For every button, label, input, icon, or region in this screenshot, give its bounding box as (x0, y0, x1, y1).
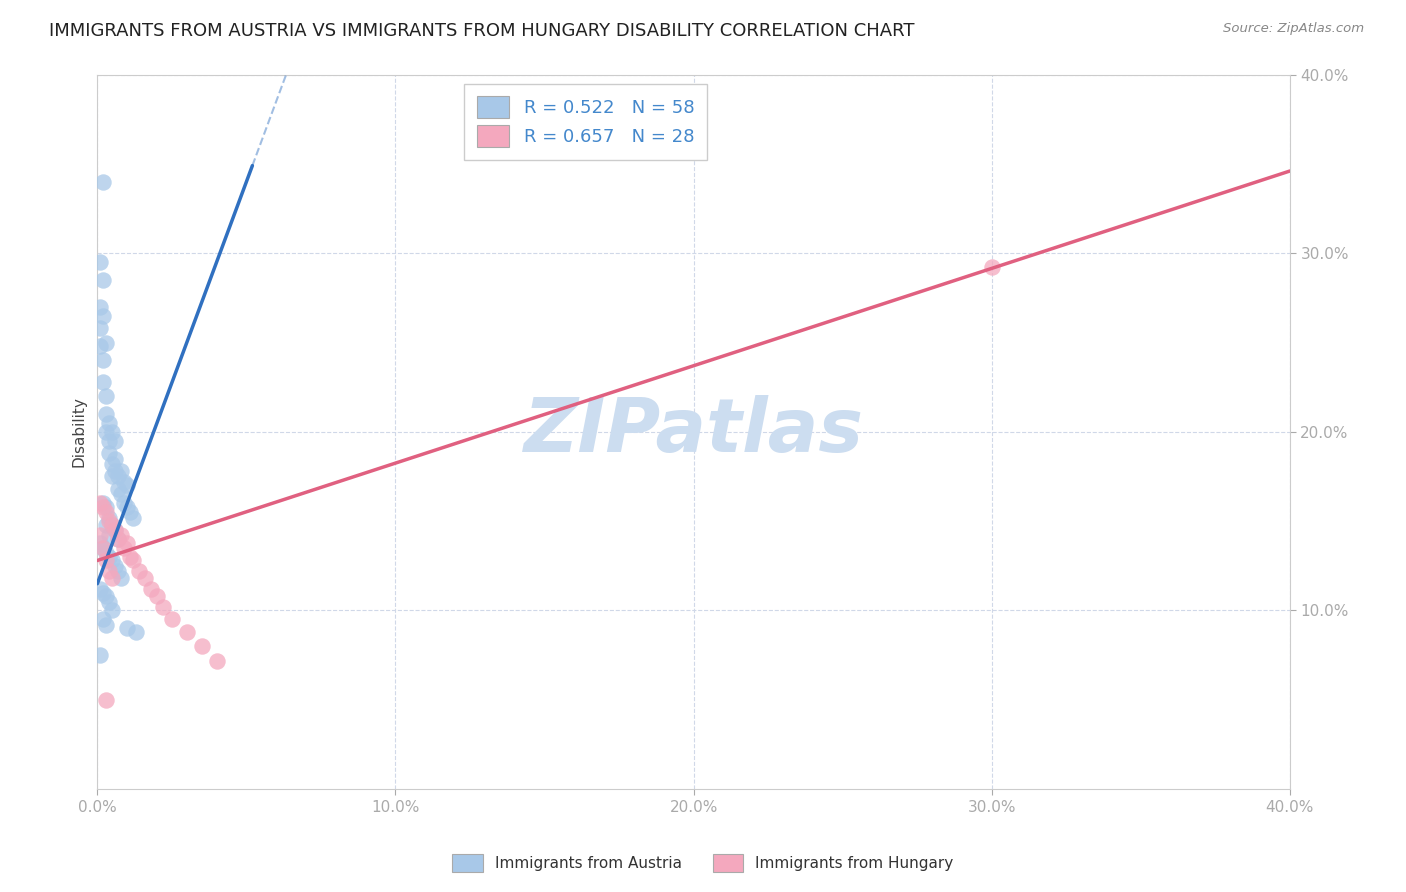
Text: IMMIGRANTS FROM AUSTRIA VS IMMIGRANTS FROM HUNGARY DISABILITY CORRELATION CHART: IMMIGRANTS FROM AUSTRIA VS IMMIGRANTS FR… (49, 22, 915, 40)
Point (101, 603, 124, 617)
Point (104, 464, 127, 478)
Point (104, 558, 127, 573)
Point (101, 571, 124, 585)
Point (98, 549, 121, 564)
Point (96, 335, 118, 350)
Point (101, 425, 124, 439)
Point (205, 653, 228, 667)
Point (89, 582, 111, 596)
Point (112, 541, 135, 555)
Point (112, 496, 135, 510)
Point (98, 564, 121, 578)
Text: Source: ZipAtlas.com: Source: ZipAtlas.com (1223, 22, 1364, 36)
Point (980, 260, 1002, 275)
Point (107, 532, 129, 546)
Point (89, 339, 111, 353)
Point (96, 517, 118, 532)
Point (91, 309, 114, 323)
Point (96, 553, 118, 567)
Point (91, 273, 114, 287)
Point (96, 389, 118, 403)
Point (107, 469, 129, 483)
Point (96, 589, 118, 603)
Point (104, 523, 127, 537)
Point (110, 571, 132, 585)
Point (110, 487, 132, 501)
Point (115, 535, 138, 549)
Point (122, 553, 145, 567)
Point (176, 624, 198, 639)
Point (110, 464, 132, 478)
Point (98, 446, 121, 460)
Point (107, 532, 129, 546)
Point (89, 300, 111, 314)
Legend: Immigrants from Austria, Immigrants from Hungary: Immigrants from Austria, Immigrants from… (444, 846, 962, 880)
Point (91, 353, 114, 368)
Point (152, 599, 174, 614)
Point (160, 612, 183, 626)
Point (98, 510, 121, 524)
Point (128, 564, 150, 578)
Point (115, 500, 138, 514)
Point (91, 585, 114, 599)
Point (104, 434, 127, 448)
Point (96, 617, 118, 632)
Point (107, 482, 129, 496)
Point (101, 517, 124, 532)
Text: ZIPatlas: ZIPatlas (523, 395, 863, 468)
Point (89, 535, 111, 549)
Point (101, 517, 124, 532)
Point (139, 582, 162, 596)
Point (98, 434, 121, 448)
Point (112, 475, 135, 489)
Point (91, 375, 114, 389)
Point (107, 564, 129, 578)
Point (91, 175, 114, 189)
Point (91, 541, 114, 555)
Point (89, 255, 111, 269)
Point (104, 451, 127, 466)
Point (91, 496, 114, 510)
Point (125, 624, 148, 639)
Point (104, 523, 127, 537)
Point (91, 612, 114, 626)
Point (122, 510, 145, 524)
Point (89, 321, 111, 335)
Point (91, 500, 114, 514)
Point (101, 469, 124, 483)
Point (89, 496, 111, 510)
Point (134, 571, 156, 585)
Point (120, 549, 142, 564)
Point (98, 514, 121, 528)
Point (98, 594, 121, 608)
Point (96, 546, 118, 560)
Point (98, 416, 121, 430)
Point (89, 648, 111, 662)
Point (96, 407, 118, 421)
Point (190, 639, 212, 653)
Point (101, 457, 124, 471)
Point (115, 621, 138, 635)
Point (96, 505, 118, 519)
Legend: R = 0.522   N = 58, R = 0.657   N = 28: R = 0.522 N = 58, R = 0.657 N = 28 (464, 84, 707, 160)
Point (96, 693, 118, 707)
Point (120, 505, 142, 519)
Point (96, 500, 118, 514)
Point (110, 528, 132, 542)
Point (98, 528, 121, 542)
Point (89, 528, 111, 542)
Point (146, 589, 169, 603)
Point (96, 425, 118, 439)
Y-axis label: Disability: Disability (72, 396, 86, 467)
Point (91, 541, 114, 555)
Point (101, 553, 124, 567)
Point (115, 478, 138, 492)
